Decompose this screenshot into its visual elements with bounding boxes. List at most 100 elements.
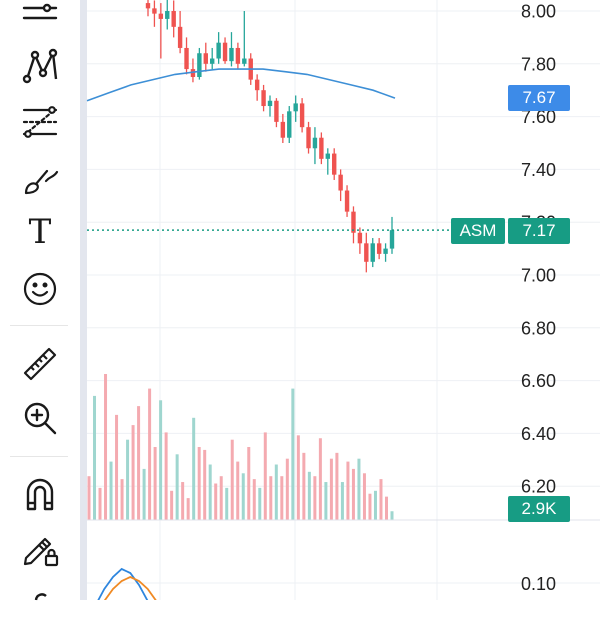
moving-average-value-tag: 7.67 (508, 85, 570, 111)
volume-bar (175, 454, 179, 520)
magnet-tool[interactable] (16, 472, 64, 516)
volume-bar (313, 476, 317, 520)
candle-body (344, 190, 350, 212)
volume-bar (164, 432, 168, 520)
candle-body (177, 26, 183, 48)
volume-bar (131, 425, 135, 520)
volume-bar (203, 449, 207, 520)
emoji-tool-icon (23, 272, 57, 306)
brush-tool[interactable] (16, 158, 64, 202)
volume-bar (274, 464, 278, 520)
volume-bar (230, 439, 234, 520)
text-tool-icon: T (28, 212, 52, 252)
volume-bar (302, 452, 306, 520)
toolbar-separator (10, 456, 68, 457)
volume-bar (104, 374, 108, 520)
volume-bar (236, 461, 240, 520)
volume-bar (263, 432, 267, 520)
lock-drawings-tool[interactable] (16, 526, 64, 570)
magnet-tool-icon (26, 478, 54, 511)
candle-body (370, 243, 375, 262)
candle-body (351, 211, 356, 233)
oscillator-slow-line (103, 576, 157, 600)
price-axis-label: 6.20 (521, 477, 556, 497)
fib-tool-icon (22, 106, 58, 138)
candle-body (261, 90, 266, 107)
volume-bar (93, 395, 97, 520)
more-tool-icon (34, 593, 47, 601)
emoji-tool[interactable] (16, 267, 64, 311)
candle-body (203, 53, 208, 64)
volume-bar (324, 482, 328, 520)
volume-bar (329, 458, 333, 520)
candle-body (312, 137, 318, 149)
volume-bar (252, 479, 256, 520)
candle-body (319, 137, 324, 159)
volume-bar (247, 447, 251, 520)
volume-bar (181, 482, 185, 520)
candle-body (145, 3, 151, 9)
volume-bar (120, 479, 124, 520)
trend-lines-tool-icon (22, 3, 58, 20)
price-axis-label: 6.60 (521, 371, 556, 391)
volume-bar (241, 473, 245, 520)
last-price-tag: 7.17 (508, 218, 570, 244)
candle-body (280, 121, 286, 138)
pattern-tool[interactable] (16, 44, 64, 88)
volume-bar (285, 458, 289, 520)
volume-bar (291, 388, 295, 520)
candle-body (229, 47, 234, 62)
volume-bar (318, 438, 322, 520)
oscillator-axis-label: 0.10 (521, 574, 556, 594)
price-chart[interactable]: 8.007.807.607.407.207.006.806.606.406.20… (0, 0, 600, 600)
symbol-tag: ASM (451, 218, 505, 244)
zoom-in-tool[interactable] (16, 396, 64, 440)
volume-bar (208, 464, 212, 520)
volume-bar (351, 468, 355, 520)
pattern-tool-icon (22, 48, 58, 84)
toolbar-separator (10, 325, 68, 326)
price-axis-label: 7.00 (521, 266, 556, 286)
fib-tool[interactable] (16, 100, 64, 144)
price-axis-label: 7.40 (521, 160, 556, 180)
more-tool[interactable] (16, 580, 64, 624)
candle-body (165, 11, 170, 19)
volume-bar (280, 476, 284, 520)
volume-bar (384, 496, 388, 520)
volume-bar (115, 414, 119, 520)
text-tool[interactable]: T (16, 210, 64, 254)
candle-body (389, 230, 395, 249)
ruler-tool[interactable] (16, 342, 64, 386)
candle-body (171, 11, 176, 27)
volume-bar (126, 439, 130, 520)
candle-body (287, 111, 292, 138)
candle-body (216, 42, 221, 59)
volume-bar (214, 483, 218, 520)
volume-value-tag: 2.9K (508, 496, 570, 522)
volume-bar (390, 511, 394, 520)
volume-bar (170, 490, 174, 520)
candle-body (338, 174, 343, 191)
price-axis-label: 7.80 (521, 54, 556, 74)
price-axis-label: 8.00 (521, 2, 556, 22)
oscillator-fast-line (97, 567, 149, 600)
volume-bar (379, 479, 383, 520)
volume-bar (373, 490, 377, 520)
volume-bar (186, 498, 190, 520)
price-axis-label: 6.40 (521, 424, 556, 444)
volume-bar (159, 400, 163, 520)
candle-body (299, 103, 305, 128)
volume-bar (225, 487, 229, 520)
trend-lines-tool[interactable] (16, 0, 64, 36)
toolbar-divider (80, 0, 87, 600)
candle-body (274, 100, 279, 122)
volume-bar (307, 471, 311, 520)
candle-body (184, 47, 189, 70)
candle-body (152, 8, 157, 14)
moving-average-line (86, 68, 396, 102)
lock-drawings-tool-icon (23, 537, 59, 567)
volume-bar (142, 468, 146, 520)
volume-bar (269, 476, 273, 520)
candle-body (357, 232, 363, 244)
candle-body (197, 53, 202, 77)
